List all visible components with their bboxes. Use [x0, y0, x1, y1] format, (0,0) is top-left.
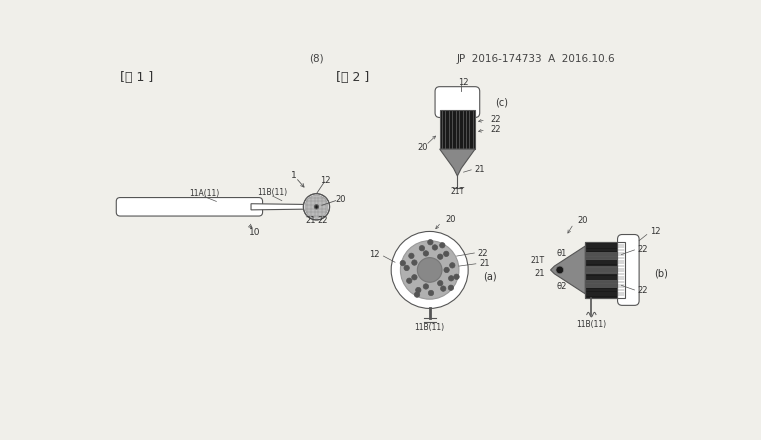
FancyBboxPatch shape — [435, 87, 479, 117]
Text: 22: 22 — [638, 245, 648, 253]
Circle shape — [440, 242, 445, 248]
Circle shape — [404, 265, 409, 271]
Circle shape — [406, 278, 412, 283]
Circle shape — [412, 260, 417, 265]
Text: 10: 10 — [249, 228, 260, 238]
Circle shape — [450, 263, 455, 268]
Text: 11A(11): 11A(11) — [189, 189, 220, 198]
FancyBboxPatch shape — [617, 235, 639, 305]
Circle shape — [432, 245, 438, 250]
Text: 20: 20 — [578, 216, 588, 225]
Text: 12: 12 — [320, 176, 331, 185]
Bar — [586, 252, 625, 260]
Circle shape — [556, 266, 564, 274]
Polygon shape — [550, 246, 585, 294]
Text: 1: 1 — [291, 171, 296, 180]
Text: (a): (a) — [483, 271, 497, 281]
Circle shape — [444, 251, 449, 257]
Circle shape — [416, 287, 421, 293]
Text: 11B(11): 11B(11) — [257, 188, 288, 198]
Text: 20: 20 — [445, 215, 456, 224]
Text: θ2: θ2 — [557, 282, 567, 291]
Circle shape — [414, 292, 420, 297]
Text: 22: 22 — [491, 115, 501, 124]
Circle shape — [400, 260, 406, 266]
Text: 11B(11): 11B(11) — [576, 320, 607, 329]
Text: 12: 12 — [650, 227, 661, 236]
Polygon shape — [440, 149, 475, 176]
Text: (b): (b) — [654, 269, 668, 279]
Circle shape — [304, 194, 330, 220]
Text: 22: 22 — [477, 249, 488, 257]
Bar — [586, 266, 625, 274]
Circle shape — [423, 251, 428, 256]
Circle shape — [391, 231, 468, 308]
Circle shape — [305, 195, 328, 218]
Circle shape — [409, 253, 414, 259]
Text: 21: 21 — [306, 216, 317, 225]
Circle shape — [454, 274, 459, 279]
Circle shape — [419, 246, 425, 251]
Circle shape — [400, 241, 459, 299]
Text: 12: 12 — [458, 77, 469, 87]
Circle shape — [423, 284, 428, 289]
Text: 11B(11): 11B(11) — [415, 323, 444, 332]
Bar — [585, 242, 626, 297]
Text: (c): (c) — [495, 98, 508, 108]
Bar — [586, 280, 625, 288]
Text: [図 2 ]: [図 2 ] — [336, 71, 369, 84]
Text: 21T: 21T — [530, 256, 544, 265]
Circle shape — [438, 254, 443, 260]
Circle shape — [441, 286, 446, 291]
Polygon shape — [251, 204, 309, 210]
Circle shape — [428, 239, 433, 245]
Text: 22: 22 — [317, 216, 328, 225]
Bar — [585, 242, 626, 297]
FancyBboxPatch shape — [116, 198, 263, 216]
Text: JP  2016-174733  A  2016.10.6: JP 2016-174733 A 2016.10.6 — [457, 54, 615, 64]
Circle shape — [314, 205, 319, 209]
Text: 21: 21 — [479, 259, 489, 268]
Bar — [440, 110, 475, 149]
Circle shape — [444, 267, 449, 273]
Text: [図 1 ]: [図 1 ] — [120, 71, 154, 84]
Text: 20: 20 — [336, 194, 346, 204]
Text: 20: 20 — [418, 143, 428, 152]
Text: 12: 12 — [369, 250, 380, 259]
Text: 22: 22 — [638, 286, 648, 295]
Text: 21: 21 — [474, 165, 485, 174]
Text: 21: 21 — [534, 269, 544, 278]
Circle shape — [412, 275, 417, 280]
Circle shape — [448, 285, 454, 290]
Text: θ1: θ1 — [557, 249, 567, 257]
Text: 21T: 21T — [451, 187, 464, 196]
Ellipse shape — [417, 257, 442, 282]
Text: (8): (8) — [309, 54, 323, 64]
Circle shape — [438, 280, 443, 286]
Circle shape — [448, 275, 454, 281]
Text: 22: 22 — [491, 125, 501, 134]
Circle shape — [428, 290, 434, 296]
